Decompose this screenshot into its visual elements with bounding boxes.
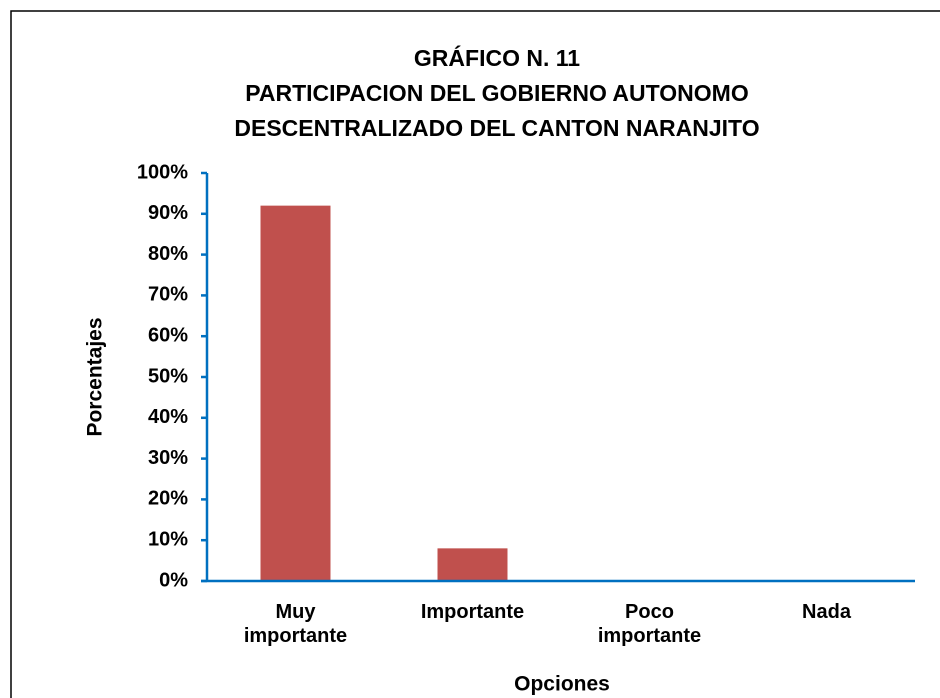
y-axis-label: Porcentajes	[84, 317, 107, 436]
x-tick-label: Poco importante	[597, 601, 702, 647]
chart-title: PARTICIPACION DEL GOBIERNO AUTONOMO	[245, 80, 748, 106]
y-tick-label: 20%	[148, 488, 188, 510]
y-tick-label: 30%	[148, 447, 188, 469]
x-tick-label: Importante	[420, 601, 525, 623]
chart-title: GRÁFICO N. 11	[414, 44, 580, 71]
y-tick-label: 50%	[148, 365, 188, 387]
y-tick-label: 10%	[148, 528, 188, 550]
x-tick-label: Muy importante	[243, 601, 348, 647]
y-tick-label: 90%	[148, 202, 188, 224]
x-axis-label: Opciones	[514, 673, 610, 696]
x-tick-label: Nada	[802, 601, 851, 623]
y-tick-label: 40%	[148, 406, 188, 428]
y-tick-label: 60%	[148, 324, 188, 346]
chart-border	[10, 10, 940, 698]
bar	[260, 205, 331, 581]
y-tick-label: 100%	[137, 161, 188, 183]
y-tick-label: 70%	[148, 284, 188, 306]
y-tick-label: 0%	[159, 569, 188, 591]
chart-title: DESCENTRALIZADO DEL CANTON NARANJITO	[234, 115, 759, 141]
y-tick-label: 80%	[148, 243, 188, 265]
bar	[437, 548, 508, 581]
